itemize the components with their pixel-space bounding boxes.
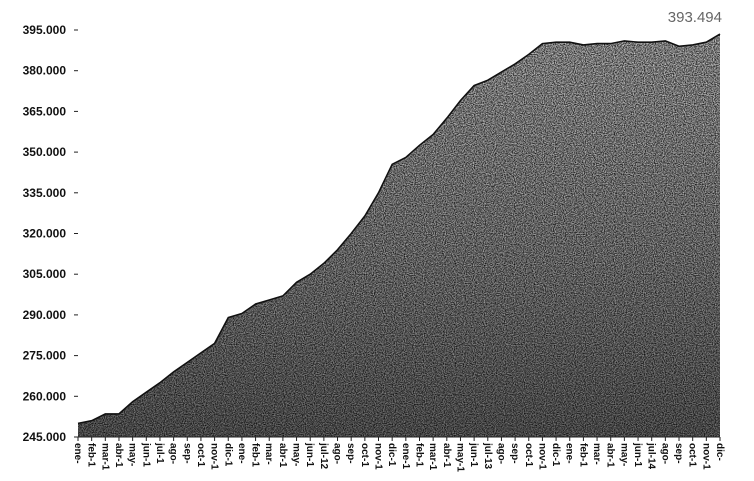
- x-tick-label: mar-: [263, 443, 274, 465]
- x-tick-label: nov-1: [373, 443, 384, 470]
- y-axis: 245.000 260.000 275.000 290.000 305.000 320.0…: [23, 23, 78, 444]
- x-tick-label: ene-1: [400, 443, 411, 470]
- x-tick-label: abr-1: [113, 443, 124, 468]
- y-tick-label: 245.000: [23, 430, 67, 444]
- x-tick-label: nov-1: [700, 443, 711, 470]
- y-tick-label: 320.000: [23, 227, 67, 241]
- x-tick-label: jun-1: [468, 442, 479, 467]
- y-tick-label: 395.000: [23, 23, 67, 37]
- x-tick-label: may-1: [455, 443, 466, 472]
- x-tick-label: jun-1: [632, 442, 643, 467]
- x-tick-label: abr-1: [277, 443, 288, 468]
- x-tick-label: dic-1: [550, 443, 561, 467]
- x-tick-label: jul-14: [646, 442, 657, 470]
- x-tick-label: sep-: [345, 443, 356, 464]
- y-tick-label: 350.000: [23, 145, 67, 159]
- x-tick-label: oct-1: [523, 443, 534, 467]
- x-tick-label: sep-: [181, 443, 192, 464]
- x-tick-label: ene-: [564, 443, 575, 464]
- y-tick-label: 335.000: [23, 186, 67, 200]
- x-tick-label: dic-1: [222, 443, 233, 467]
- y-tick-label: 380.000: [23, 64, 67, 78]
- y-tick-label: 260.000: [23, 389, 67, 403]
- x-tick-label: jul-1: [154, 442, 165, 464]
- x-tick-label: feb-1: [250, 443, 261, 467]
- x-tick-label: abr-1: [605, 443, 616, 468]
- x-tick-label: abr-1: [441, 443, 452, 468]
- series-line: [77, 33, 721, 425]
- x-tick-label: feb-1: [86, 443, 97, 467]
- end-value-label: 393.494: [668, 9, 722, 26]
- y-tick-label: 290.000: [23, 308, 67, 322]
- x-tick-label: nov-1: [209, 443, 220, 470]
- x-tick-label: sep-: [509, 443, 520, 464]
- x-tick-label: dic-: [714, 443, 725, 461]
- x-tick-label: dic-1: [386, 443, 397, 467]
- x-tick-label: ago-: [168, 443, 179, 464]
- x-tick-label: ago-: [495, 443, 506, 464]
- x-tick-label: may-: [618, 443, 629, 466]
- x-tick-label: may-: [291, 443, 302, 466]
- x-tick-label: ago-: [332, 443, 343, 464]
- x-tick-label: mar-1: [427, 443, 438, 471]
- x-tick-label: oct-1: [687, 443, 698, 467]
- x-tick-label: may-: [127, 443, 138, 466]
- y-tick-label: 275.000: [23, 349, 67, 363]
- y-tick-label: 305.000: [23, 267, 67, 281]
- x-tick-label: ago-: [659, 443, 670, 464]
- x-tick-label: sep-: [673, 443, 684, 464]
- x-tick-label: jun-1: [304, 442, 315, 467]
- x-tick-label: oct-1: [359, 443, 370, 467]
- x-tick-label: ene-: [72, 443, 83, 464]
- x-tick-label: jul-13: [482, 442, 493, 470]
- x-tick-label: ene-: [236, 443, 247, 464]
- x-tick-label: mar-1: [99, 443, 110, 471]
- x-tick-label: mar-: [591, 443, 602, 465]
- x-tick-label: nov-1: [536, 443, 547, 470]
- x-tick-label: feb-1: [577, 443, 588, 467]
- x-tick-label: oct-1: [195, 443, 206, 467]
- x-axis: ene-feb-1 mar-1 abr-1 may-jun-1 jul-1 ago-sep…: [72, 437, 725, 472]
- x-tick-label: jun-1: [140, 442, 151, 467]
- x-tick-label: feb-1: [414, 443, 425, 467]
- x-tick-label: jul-12: [318, 442, 329, 470]
- y-tick-label: 365.000: [23, 104, 67, 118]
